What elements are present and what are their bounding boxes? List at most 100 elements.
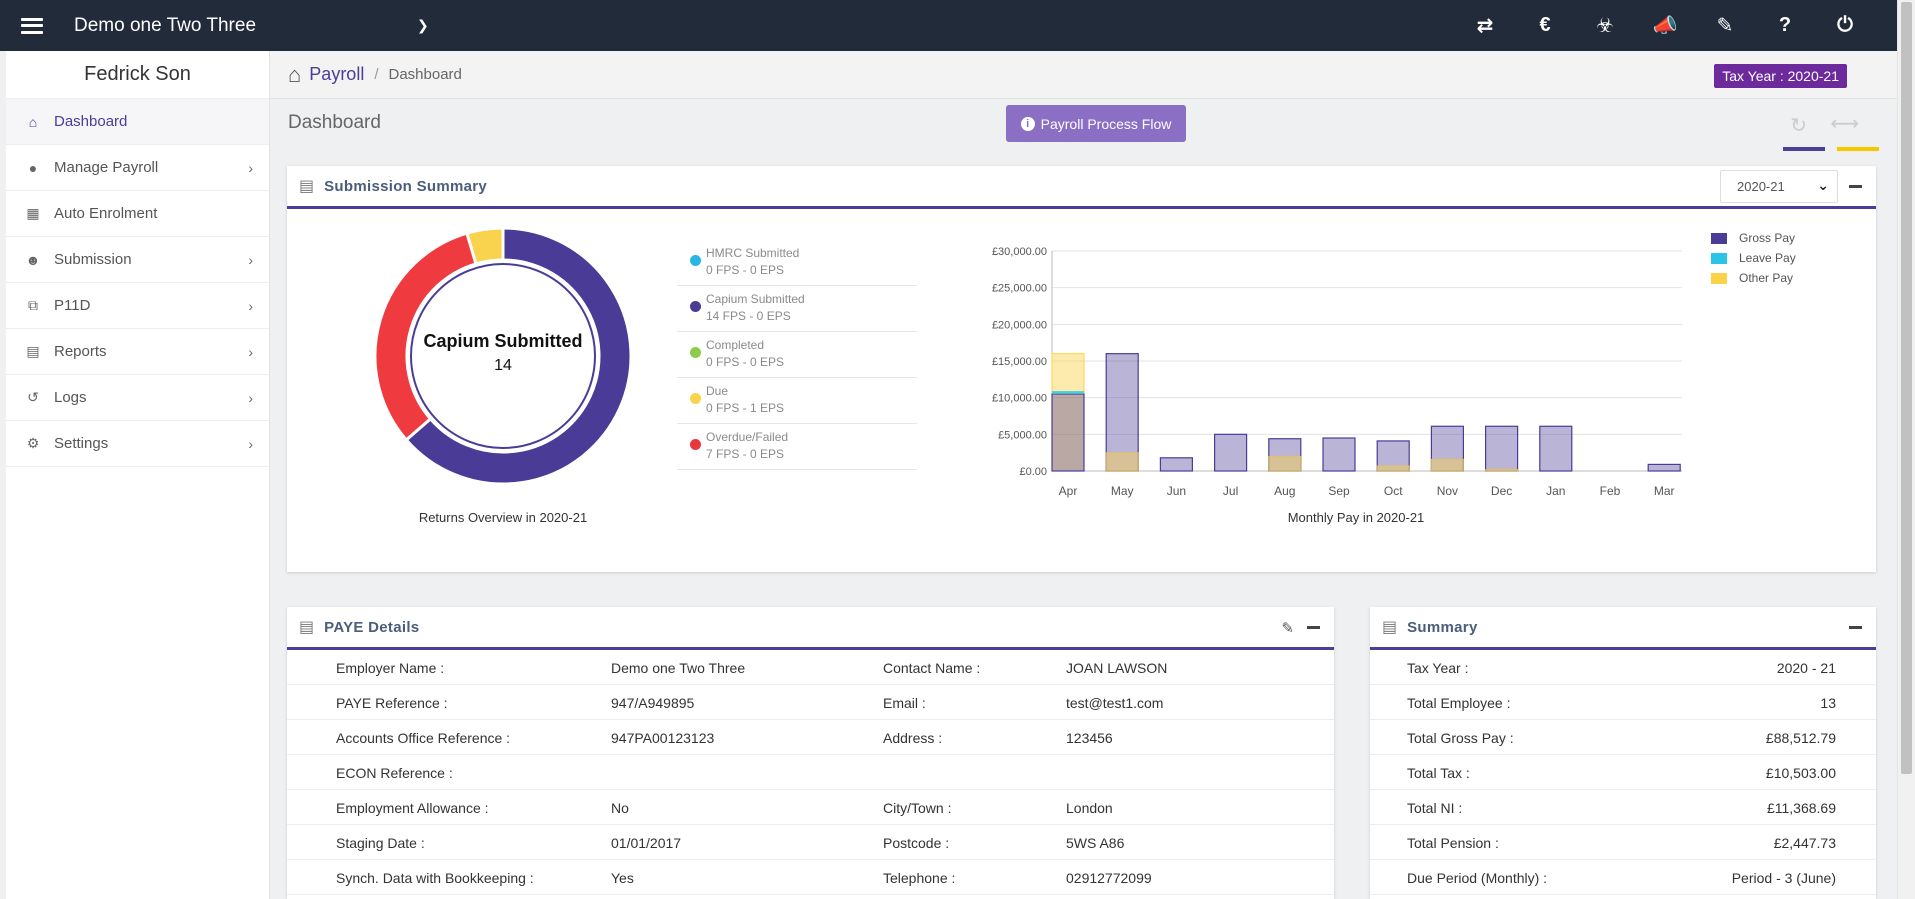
bar-gross-pay[interactable] <box>1484 425 1519 472</box>
scroll-thumb[interactable] <box>1901 2 1912 774</box>
breadcrumb-payroll[interactable]: Payroll <box>309 64 365 84</box>
payroll-process-flow-button[interactable]: i Payroll Process Flow <box>1006 105 1186 142</box>
sidebar-item-settings[interactable]: ⚙ Settings › <box>6 421 269 467</box>
status-dot <box>690 347 701 358</box>
megaphone-icon[interactable]: 📣 <box>1652 15 1678 37</box>
chevron-right-icon: › <box>248 343 253 360</box>
x-tick-label: May <box>1111 484 1134 498</box>
legend-label: Gross Pay <box>1739 231 1796 245</box>
table-row: Due Period (Monthly) : Period - 3 (June) <box>1370 860 1876 895</box>
scrollbar[interactable] <box>1897 0 1915 899</box>
building-icon: ▤ <box>26 343 40 359</box>
summary-label: Tax Year : <box>1407 660 1469 676</box>
summary-label: Total NI : <box>1407 800 1463 816</box>
sidebar-item-manage-payroll[interactable]: ● Manage Payroll › <box>6 145 269 191</box>
bar-gross-pay[interactable] <box>1539 425 1573 472</box>
help-icon[interactable]: ? <box>1778 14 1792 36</box>
bar-gross-pay[interactable] <box>1430 425 1464 472</box>
collapse-icon[interactable] <box>1307 626 1320 629</box>
sidebar-item-dashboard[interactable]: ⌂ Dashboard <box>6 99 269 145</box>
x-tick-label: Feb <box>1600 484 1621 498</box>
building-icon: ▤ <box>299 178 315 195</box>
detail-value: Demo one Two Three <box>611 660 746 676</box>
bar-leave-pay[interactable] <box>1052 391 1084 394</box>
x-tick-label: Nov <box>1437 484 1458 498</box>
power-icon[interactable]: ⏻ <box>1837 14 1853 36</box>
x-tick-label: Jul <box>1223 484 1238 498</box>
sidebar-item-label: Settings <box>54 435 109 452</box>
x-tick-label: Sep <box>1328 484 1350 498</box>
donut-slice-due[interactable] <box>465 226 505 266</box>
sidebar-item-label: P11D <box>54 297 91 314</box>
legend-swatch <box>1711 232 1727 244</box>
cubes-icon[interactable]: ☣ <box>1596 15 1614 37</box>
y-tick-label: £25,000.00 <box>992 283 1047 295</box>
sidebar-item-p11d[interactable]: ⧉ P11D › <box>6 283 269 329</box>
donut-svg <box>373 226 633 486</box>
building-icon: ▤ <box>299 619 315 636</box>
detail-value: JOAN LAWSON <box>1066 660 1168 676</box>
bar-gross-pay[interactable] <box>1051 393 1085 472</box>
bar-chart-svg: £0.00 £5,000.00 £10,000.00 £15,000.00 £20,00… <box>992 246 1682 498</box>
home-icon: ⌂ <box>28 113 38 130</box>
building-icon: ▤ <box>1382 619 1398 636</box>
menu-icon[interactable] <box>21 17 43 34</box>
bar-other-pay[interactable] <box>1105 452 1139 472</box>
expand-icon[interactable]: ⟷ <box>1830 113 1859 135</box>
donut-slice-capium-submitted[interactable] <box>404 226 633 486</box>
breadcrumb: ⌂ Payroll / Dashboard Tax Year : 2020-21 <box>270 51 1897 99</box>
refresh-icon[interactable]: ↻ <box>1790 115 1807 137</box>
user-icon: ● <box>28 159 38 176</box>
bar-gross-pay[interactable] <box>1647 463 1681 472</box>
yellow-indicator <box>1837 147 1879 151</box>
collapse-icon[interactable] <box>1849 185 1862 188</box>
bar-gross-pay[interactable] <box>1159 457 1193 472</box>
detail-label: Telephone : <box>883 870 956 886</box>
detail-label: Email : <box>883 695 926 711</box>
table-row: Total NI : £11,368.69 <box>1370 790 1876 825</box>
breadcrumb-current: Dashboard <box>388 66 462 83</box>
bar-gross-pay[interactable] <box>1322 437 1356 472</box>
x-tick-label: Dec <box>1491 484 1512 498</box>
legend-value: 14 FPS - 0 EPS <box>706 309 791 323</box>
legend-value: 0 FPS - 0 EPS <box>706 355 785 369</box>
bar-gross-pay[interactable] <box>1105 353 1139 472</box>
detail-value: No <box>611 800 629 816</box>
detail-value: test@test1.com <box>1066 695 1164 711</box>
currency-icon[interactable]: € <box>1539 14 1551 36</box>
sidebar-item-logs[interactable]: ↺ Logs › <box>6 375 269 421</box>
year-select[interactable]: 2020-21 ⌄ <box>1720 170 1838 203</box>
bar-other-pay[interactable] <box>1376 465 1410 472</box>
chart-legend-item: Gross Pay <box>1711 228 1796 248</box>
collapse-icon[interactable] <box>1849 626 1862 629</box>
summary-label: Total Pension : <box>1407 835 1499 851</box>
legend-name: Capium Submitted <box>706 292 805 306</box>
company-name[interactable]: Demo one Two Three <box>74 14 257 36</box>
bar-other-pay[interactable] <box>1430 458 1464 472</box>
bar-gross-pay[interactable] <box>1268 438 1302 472</box>
bar-other-pay[interactable] <box>1485 469 1518 472</box>
edit-icon[interactable]: ✎ <box>1281 620 1294 637</box>
ticket-icon[interactable]: ✎ <box>1716 15 1734 37</box>
sidebar-item-reports[interactable]: ▤ Reports › <box>6 329 269 375</box>
user-name: Fedrick Son <box>6 51 269 99</box>
legend-value: 0 FPS - 0 EPS <box>706 263 785 277</box>
chevron-down-icon[interactable]: ❯ <box>417 17 429 33</box>
top-bar: Demo one Two Three ❯ ⇄ € ☣ 📣 ✎ ? ⏻ <box>0 0 1897 51</box>
summary-value: £10,503.00 <box>1765 765 1836 781</box>
sidebar-item-auto-enrolment[interactable]: ▦ Auto Enrolment <box>6 191 269 237</box>
home-icon[interactable]: ⌂ <box>288 61 302 87</box>
table-row: Accounts Office Reference : 947PA00123123… <box>287 720 1334 755</box>
breadcrumb-separator: / <box>374 66 379 83</box>
swap-icon[interactable]: ⇄ <box>1476 15 1494 37</box>
detail-label: Staging Date : <box>336 835 425 851</box>
bar-other-pay[interactable] <box>1268 455 1302 472</box>
page-header: Dashboard i Payroll Process Flow ↻ ⟷ <box>270 99 1897 151</box>
summary-value: £88,512.79 <box>1765 730 1836 746</box>
bar-gross-pay[interactable] <box>1214 433 1248 472</box>
chevron-right-icon: › <box>248 389 253 406</box>
y-tick-label: £10,000.00 <box>992 393 1047 405</box>
sidebar-item-submission[interactable]: ☻ Submission › <box>6 237 269 283</box>
table-row: Staging Date : 01/01/2017 Postcode : 5WS A8… <box>287 825 1334 860</box>
table-row: ECON Reference : <box>287 755 1334 790</box>
